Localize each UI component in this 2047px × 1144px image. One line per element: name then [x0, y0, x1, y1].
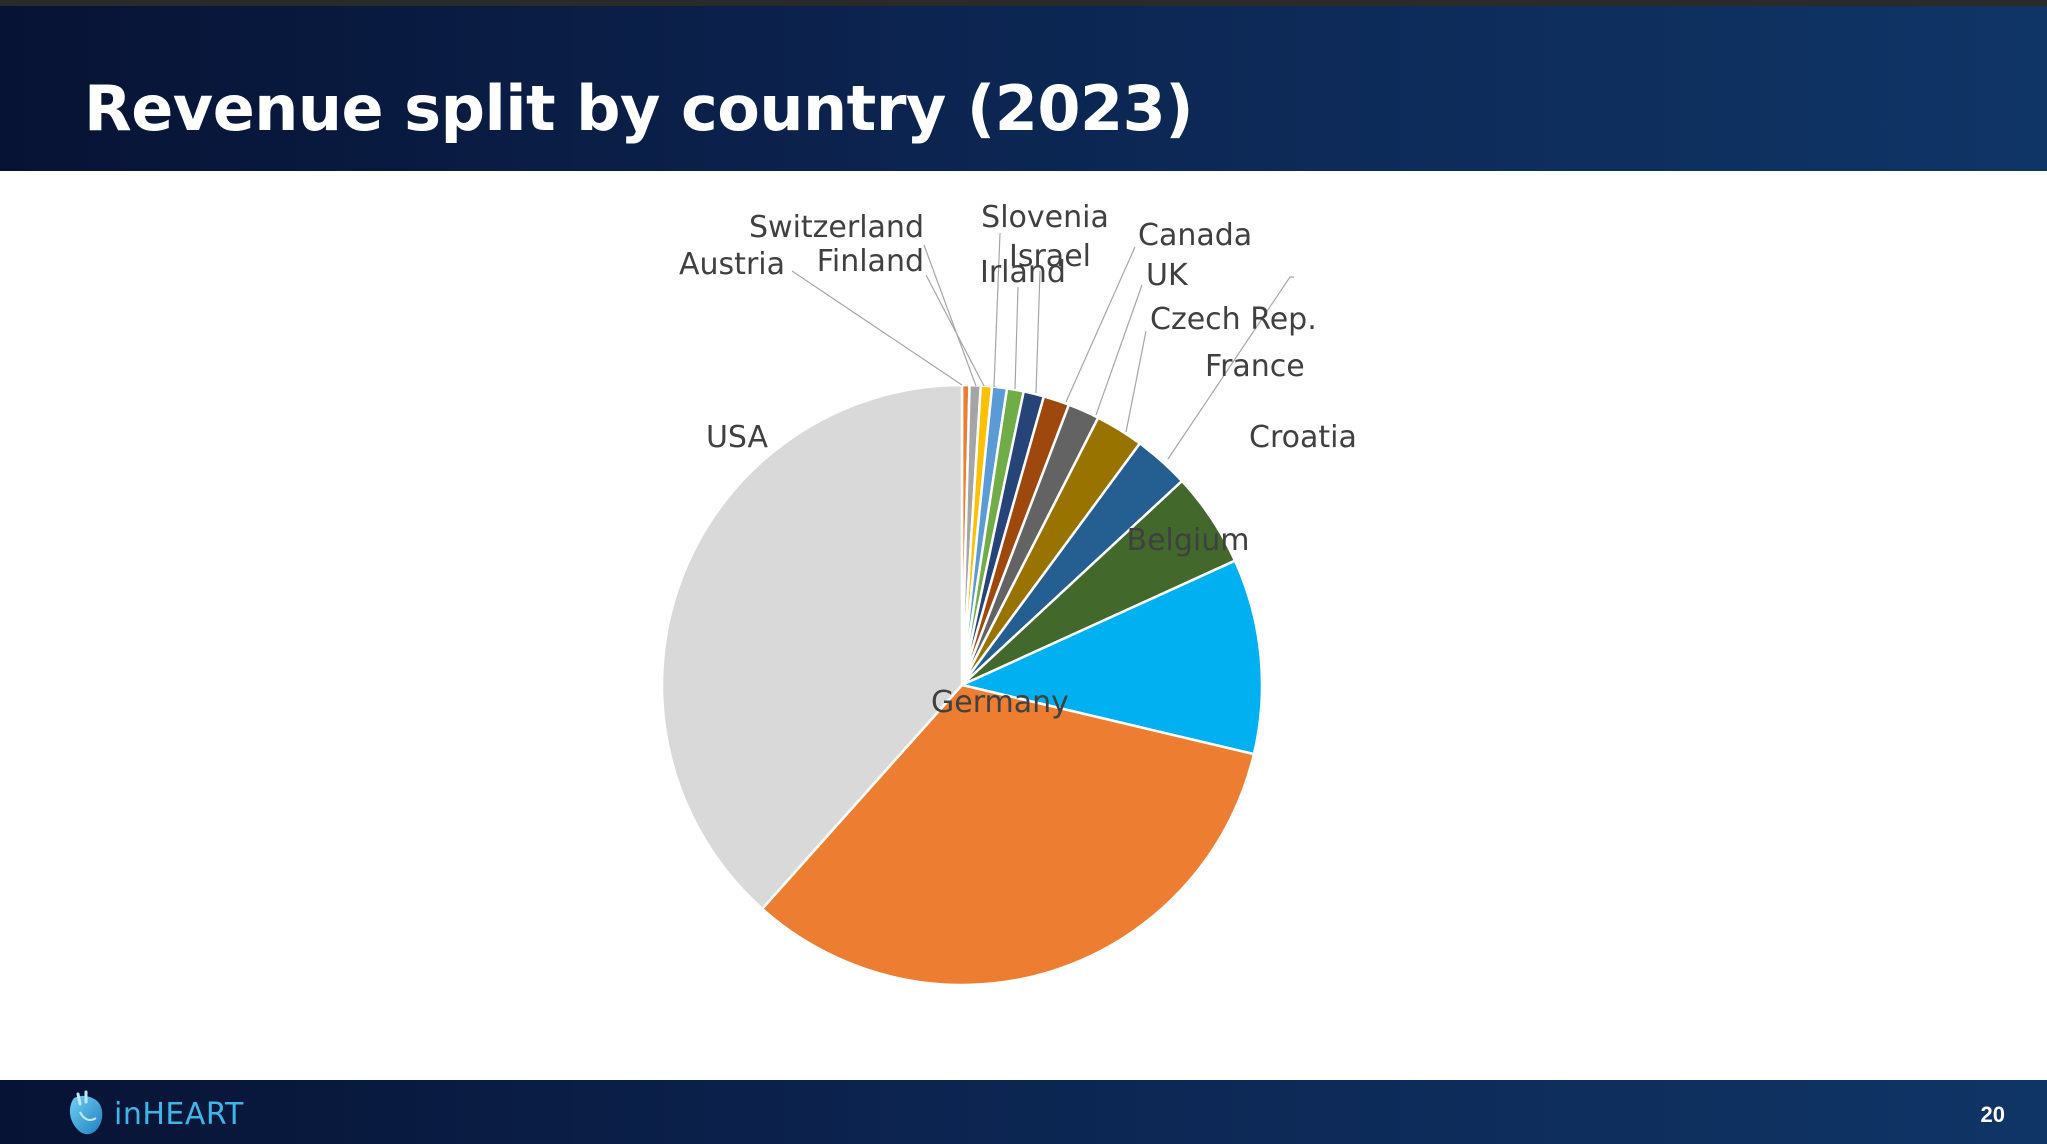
- slice-label-czech-rep: Czech Rep.: [1150, 302, 1317, 337]
- leader-line-canada: [1065, 246, 1136, 403]
- slice-label-israel: Israel: [1009, 239, 1091, 274]
- leader-line-uk: [1095, 284, 1143, 416]
- pie-slice-usa: [660, 383, 964, 911]
- leader-line-poland: [1167, 276, 1294, 460]
- slice-label-uk: UK: [1146, 258, 1189, 293]
- slice-label-switzerland: Switzerland: [749, 210, 924, 245]
- leader-line-irland: [1014, 286, 1019, 390]
- logo-text: inHEART: [114, 1096, 244, 1132]
- leader-line-czech-rep: [1125, 330, 1147, 433]
- slice-label-slovenia: Slovenia: [981, 200, 1109, 235]
- slice-label-canada: Canada: [1138, 218, 1252, 253]
- leader-line-austria: [791, 270, 963, 386]
- page-number: 20: [1980, 1102, 2005, 1127]
- leader-line-israel: [1035, 270, 1041, 394]
- slice-label-croatia: Croatia: [1249, 420, 1357, 455]
- company-logo: inHEART: [66, 1090, 244, 1138]
- slide-title: Revenue split by country (2023): [84, 72, 1194, 145]
- slice-label-irland: Irland: [980, 255, 1066, 290]
- slice-label-finland: Finland: [817, 244, 924, 279]
- heart-logo-icon: [69, 1090, 103, 1135]
- slice-label-usa: USA: [706, 420, 769, 455]
- slide-footer: inHEART 20: [0, 1080, 2047, 1144]
- leader-lines: [791, 232, 1294, 460]
- pie-slice-germany: [760, 683, 1256, 987]
- chart-area: Austria Switzerland Finland Slovenia Irland I…: [0, 171, 2047, 1080]
- slice-label-france: France: [1205, 349, 1305, 384]
- leader-line-switzerland: [923, 244, 977, 387]
- window-top-edge: [0, 0, 2047, 6]
- leader-line-finland: [925, 274, 985, 387]
- pie-slices: [660, 383, 1264, 987]
- slice-label-belgium: Belgium: [1127, 523, 1250, 558]
- slide-header: Revenue split by country (2023): [0, 6, 2047, 171]
- leader-line-slovenia: [993, 232, 1001, 388]
- slice-label-austria: Austria: [679, 247, 785, 282]
- pie-slice-belgium: [960, 559, 1264, 756]
- slice-label-germany: Germany: [931, 685, 1069, 720]
